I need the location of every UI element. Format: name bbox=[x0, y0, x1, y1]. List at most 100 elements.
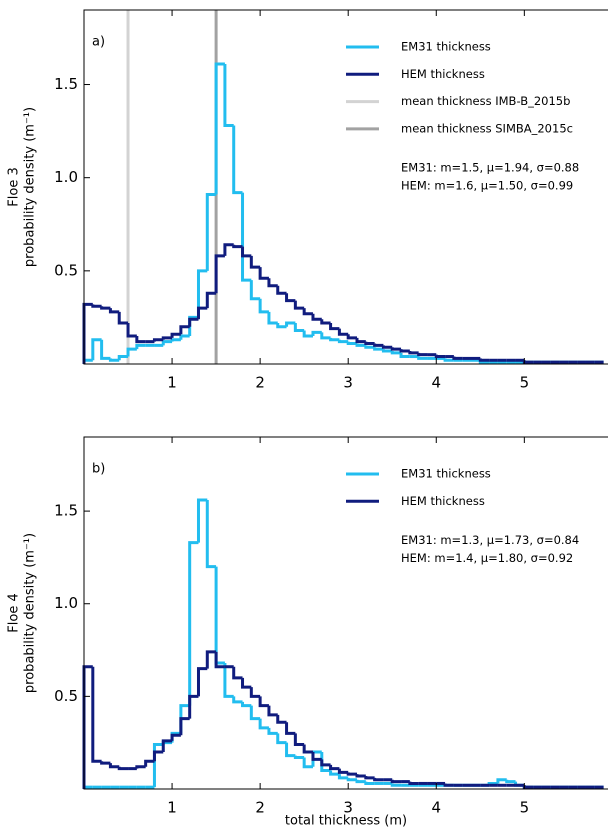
axes-frame bbox=[83, 436, 608, 790]
histogram-step bbox=[311, 330, 322, 337]
x-tick-label: 5 bbox=[520, 374, 530, 392]
histogram-step bbox=[126, 347, 137, 357]
histogram-step bbox=[381, 345, 393, 349]
histogram-step bbox=[267, 278, 278, 288]
histogram-step bbox=[293, 323, 305, 332]
histogram-step bbox=[232, 125, 243, 195]
histogram-step bbox=[161, 739, 173, 752]
histogram-step bbox=[91, 304, 102, 308]
histogram-step bbox=[152, 750, 164, 762]
histogram-step bbox=[285, 321, 296, 327]
histogram-step bbox=[355, 779, 366, 784]
histogram-step bbox=[505, 779, 516, 784]
histogram-step bbox=[311, 751, 322, 761]
histogram-step bbox=[293, 300, 305, 310]
legend-label: HEM thickness bbox=[401, 494, 485, 508]
histogram-step bbox=[135, 343, 146, 350]
histogram-step bbox=[443, 358, 454, 362]
histogram-step bbox=[258, 718, 269, 730]
histogram-step bbox=[452, 356, 463, 360]
x-tick-label: 3 bbox=[343, 374, 353, 392]
histogram-step bbox=[214, 651, 225, 669]
histogram-step bbox=[258, 696, 269, 708]
histogram-step bbox=[249, 255, 261, 269]
histogram-step bbox=[443, 783, 454, 787]
histogram-step bbox=[144, 759, 155, 767]
histogram-step bbox=[258, 298, 269, 314]
histogram-step bbox=[126, 323, 137, 338]
histogram-step bbox=[364, 341, 375, 346]
histogram-step bbox=[100, 306, 111, 310]
histogram-step bbox=[188, 541, 199, 706]
histogram-step bbox=[196, 498, 208, 543]
histogram-step bbox=[188, 694, 199, 719]
histogram-step bbox=[390, 779, 402, 784]
histogram-step bbox=[329, 764, 340, 771]
annotation: EM31: m=1.5, μ=1.94, σ=0.88 bbox=[401, 161, 579, 175]
histogram-step bbox=[152, 743, 164, 788]
histogram-step bbox=[311, 313, 322, 321]
histogram-step bbox=[302, 308, 313, 316]
histogram-step bbox=[276, 714, 287, 724]
histogram-step bbox=[267, 705, 278, 717]
y-axis-label: probability density (m⁻¹) bbox=[23, 533, 38, 693]
x-tick-label: 1 bbox=[167, 799, 177, 817]
y-tick-label: 1.0 bbox=[54, 168, 78, 186]
histogram-step bbox=[232, 666, 243, 680]
histogram-step bbox=[364, 781, 375, 785]
histogram-step bbox=[170, 332, 181, 338]
histogram-step bbox=[179, 334, 190, 340]
histogram-step bbox=[373, 777, 384, 782]
histogram-step bbox=[241, 192, 252, 282]
histogram-step bbox=[205, 291, 217, 309]
x-axis-label: total thickness (m) bbox=[285, 814, 407, 829]
histogram-step bbox=[249, 687, 261, 698]
histogram-step bbox=[355, 774, 366, 778]
histogram-step bbox=[188, 315, 199, 337]
histogram-step bbox=[196, 269, 208, 318]
histogram-step bbox=[214, 62, 225, 195]
histogram-step bbox=[170, 338, 181, 342]
histogram-step bbox=[91, 338, 102, 361]
histogram-step bbox=[285, 293, 296, 303]
legend-label: HEM thickness bbox=[401, 67, 485, 81]
histogram-step bbox=[355, 337, 366, 344]
histogram-step bbox=[117, 766, 129, 771]
histogram-step bbox=[522, 785, 534, 789]
histogram-step bbox=[320, 759, 331, 767]
histogram-step bbox=[161, 340, 173, 346]
histogram-step bbox=[249, 705, 261, 721]
histogram-step bbox=[478, 358, 490, 362]
histogram-step bbox=[355, 343, 366, 347]
histogram-step bbox=[188, 317, 199, 327]
histogram-step bbox=[346, 772, 358, 776]
histogram-step bbox=[258, 267, 269, 280]
histogram-step bbox=[223, 64, 234, 128]
x-tick-label: 4 bbox=[431, 799, 441, 817]
histogram-step bbox=[408, 350, 419, 355]
x-tick-label: 2 bbox=[255, 799, 265, 817]
histogram-step bbox=[214, 566, 225, 665]
histogram-step bbox=[276, 323, 287, 329]
histogram-step bbox=[108, 308, 120, 314]
histogram-step bbox=[161, 336, 173, 340]
histogram-step bbox=[373, 343, 384, 347]
histogram-step bbox=[293, 733, 305, 747]
histogram-step bbox=[390, 783, 402, 787]
y-tick-label: 0.5 bbox=[54, 687, 78, 705]
histogram-step bbox=[337, 774, 349, 780]
histogram-step bbox=[108, 358, 120, 362]
histogram-step bbox=[267, 727, 278, 735]
histogram-step bbox=[390, 350, 402, 355]
y-tick-label: 1.5 bbox=[54, 502, 78, 520]
histogram-step bbox=[320, 332, 331, 340]
x-tick-label: 4 bbox=[431, 374, 441, 392]
histogram-step bbox=[364, 345, 375, 349]
histogram-step bbox=[232, 696, 243, 704]
histogram-step bbox=[100, 761, 111, 765]
panel-label: b) bbox=[92, 462, 105, 477]
histogram-step bbox=[117, 355, 129, 361]
annotation: EM31: m=1.3, μ=1.73, σ=0.84 bbox=[401, 533, 579, 547]
